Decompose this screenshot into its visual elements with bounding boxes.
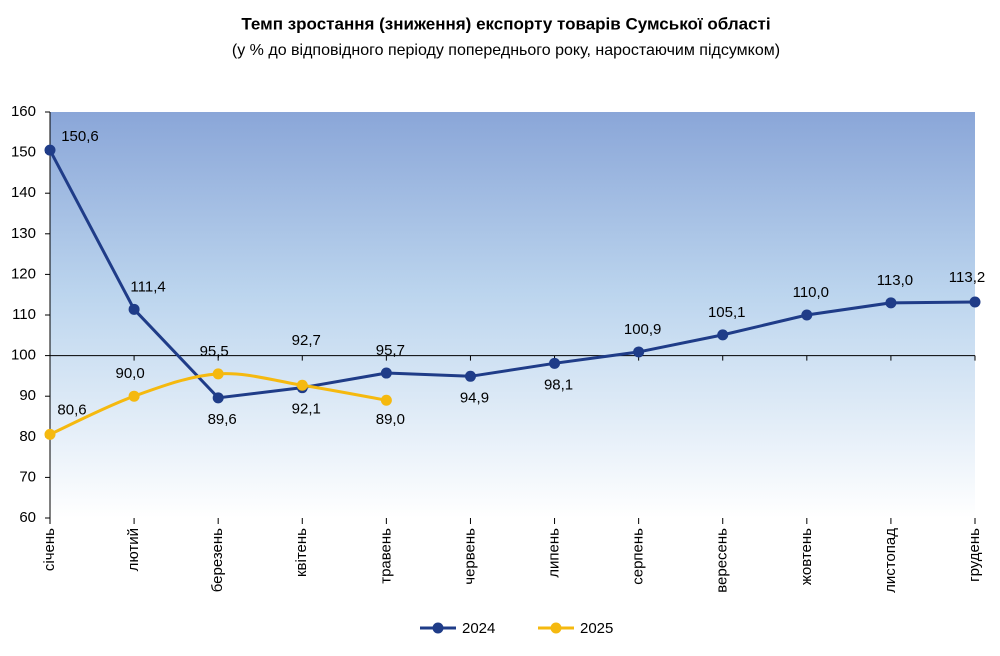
data-label: 110,0	[793, 284, 829, 301]
data-point	[212, 368, 224, 380]
data-point	[380, 394, 392, 406]
data-label: 95,5	[200, 343, 229, 360]
data-label: 113,0	[877, 272, 913, 289]
data-point	[549, 357, 561, 369]
data-label: 105,1	[708, 304, 746, 321]
x-tick-label: березень	[209, 528, 226, 592]
y-tick-label: 140	[11, 184, 36, 201]
y-tick-label: 100	[11, 347, 36, 364]
y-tick-label: 130	[11, 225, 36, 242]
data-label: 100,9	[624, 321, 662, 338]
data-label: 89,0	[376, 411, 405, 428]
data-point	[44, 428, 56, 440]
y-tick-label: 160	[11, 103, 36, 120]
x-tick-label: липень	[546, 528, 563, 578]
legend-marker	[432, 622, 444, 634]
data-label: 94,9	[460, 389, 489, 406]
y-tick-label: 120	[11, 265, 36, 282]
data-label: 98,1	[544, 376, 573, 393]
y-tick-label: 80	[19, 428, 36, 445]
data-point	[212, 392, 224, 404]
legend-label: 2025	[580, 620, 613, 637]
data-point	[128, 390, 140, 402]
x-tick-label: лютий	[125, 528, 142, 571]
y-tick-label: 60	[19, 509, 36, 526]
chart-subtitle: (у % до відповідного періоду попередньог…	[232, 42, 780, 59]
legend-marker	[550, 622, 562, 634]
data-point	[296, 379, 308, 391]
series-line	[48, 149, 976, 400]
x-tick-label: травень	[377, 528, 394, 584]
data-label: 80,6	[57, 401, 86, 418]
data-label: 111,4	[130, 278, 165, 295]
data-point	[885, 297, 897, 309]
data-label: 113,2	[949, 269, 985, 286]
data-point	[969, 296, 981, 308]
y-tick-label: 110	[12, 306, 36, 323]
x-tick-label: вересень	[714, 528, 731, 593]
data-label: 92,1	[292, 401, 321, 418]
y-tick-label: 150	[11, 144, 36, 161]
plot-area	[50, 112, 975, 518]
legend-label: 2024	[462, 620, 495, 637]
x-tick-label: червень	[461, 528, 478, 585]
data-point	[717, 329, 729, 341]
x-tick-label: жовтень	[798, 528, 815, 585]
data-point	[380, 367, 392, 379]
data-point	[633, 346, 645, 358]
data-point	[464, 370, 476, 382]
chart-title: Темп зростання (зниження) експорту товар…	[241, 14, 770, 33]
data-point	[801, 309, 813, 321]
x-tick-label: листопад	[882, 528, 899, 593]
data-point	[128, 303, 140, 315]
data-label: 150,6	[61, 128, 99, 145]
x-tick-label: грудень	[966, 528, 983, 582]
x-tick-label: січень	[41, 528, 58, 571]
data-label: 95,7	[376, 342, 405, 359]
y-tick-label: 90	[19, 387, 36, 404]
y-tick-label: 70	[19, 468, 36, 485]
data-label: 90,0	[115, 365, 144, 382]
data-label: 89,6	[208, 411, 237, 428]
x-tick-label: квітень	[293, 528, 310, 577]
data-label: 92,7	[292, 332, 321, 349]
x-tick-label: серпень	[630, 528, 647, 585]
data-point	[44, 144, 56, 156]
